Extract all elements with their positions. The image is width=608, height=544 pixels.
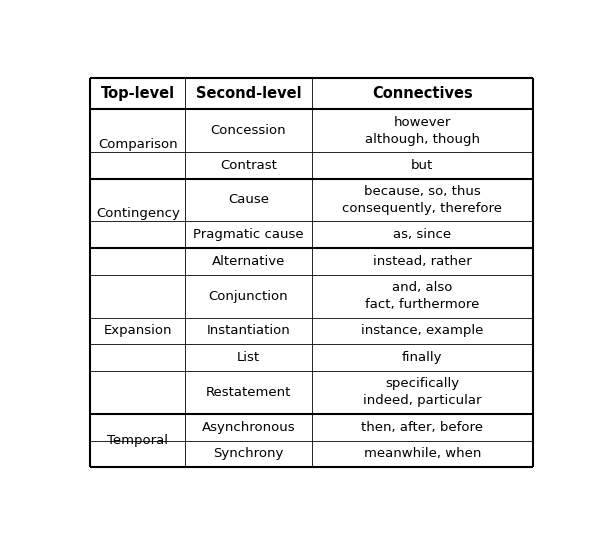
Text: Connectives: Connectives xyxy=(372,86,472,101)
Text: Synchrony: Synchrony xyxy=(213,448,284,460)
Text: but: but xyxy=(411,159,434,172)
Text: Alternative: Alternative xyxy=(212,255,285,268)
Text: specifically
indeed, particular: specifically indeed, particular xyxy=(363,378,482,407)
Text: List: List xyxy=(237,351,260,364)
Text: Concession: Concession xyxy=(210,124,286,137)
Text: Contingency: Contingency xyxy=(96,207,180,220)
Text: Cause: Cause xyxy=(228,194,269,207)
Text: Pragmatic cause: Pragmatic cause xyxy=(193,228,304,241)
Text: and, also
fact, furthermore: and, also fact, furthermore xyxy=(365,281,480,311)
Text: Comparison: Comparison xyxy=(98,138,178,151)
Text: instead, rather: instead, rather xyxy=(373,255,472,268)
Text: finally: finally xyxy=(402,351,443,364)
Text: as, since: as, since xyxy=(393,228,451,241)
Text: meanwhile, when: meanwhile, when xyxy=(364,448,481,460)
Text: Asynchronous: Asynchronous xyxy=(202,421,295,434)
Text: however
although, though: however although, though xyxy=(365,115,480,146)
Text: Second-level: Second-level xyxy=(196,86,302,101)
Text: Top-level: Top-level xyxy=(101,86,175,101)
Text: because, so, thus
consequently, therefore: because, so, thus consequently, therefor… xyxy=(342,185,502,215)
Text: Restatement: Restatement xyxy=(206,386,291,399)
Text: then, after, before: then, after, before xyxy=(361,421,483,434)
Text: Contrast: Contrast xyxy=(220,159,277,172)
Text: Temporal: Temporal xyxy=(107,434,168,447)
Text: Instantiation: Instantiation xyxy=(207,324,291,337)
Text: instance, example: instance, example xyxy=(361,324,483,337)
Text: Expansion: Expansion xyxy=(103,324,172,337)
Text: Conjunction: Conjunction xyxy=(209,290,288,302)
